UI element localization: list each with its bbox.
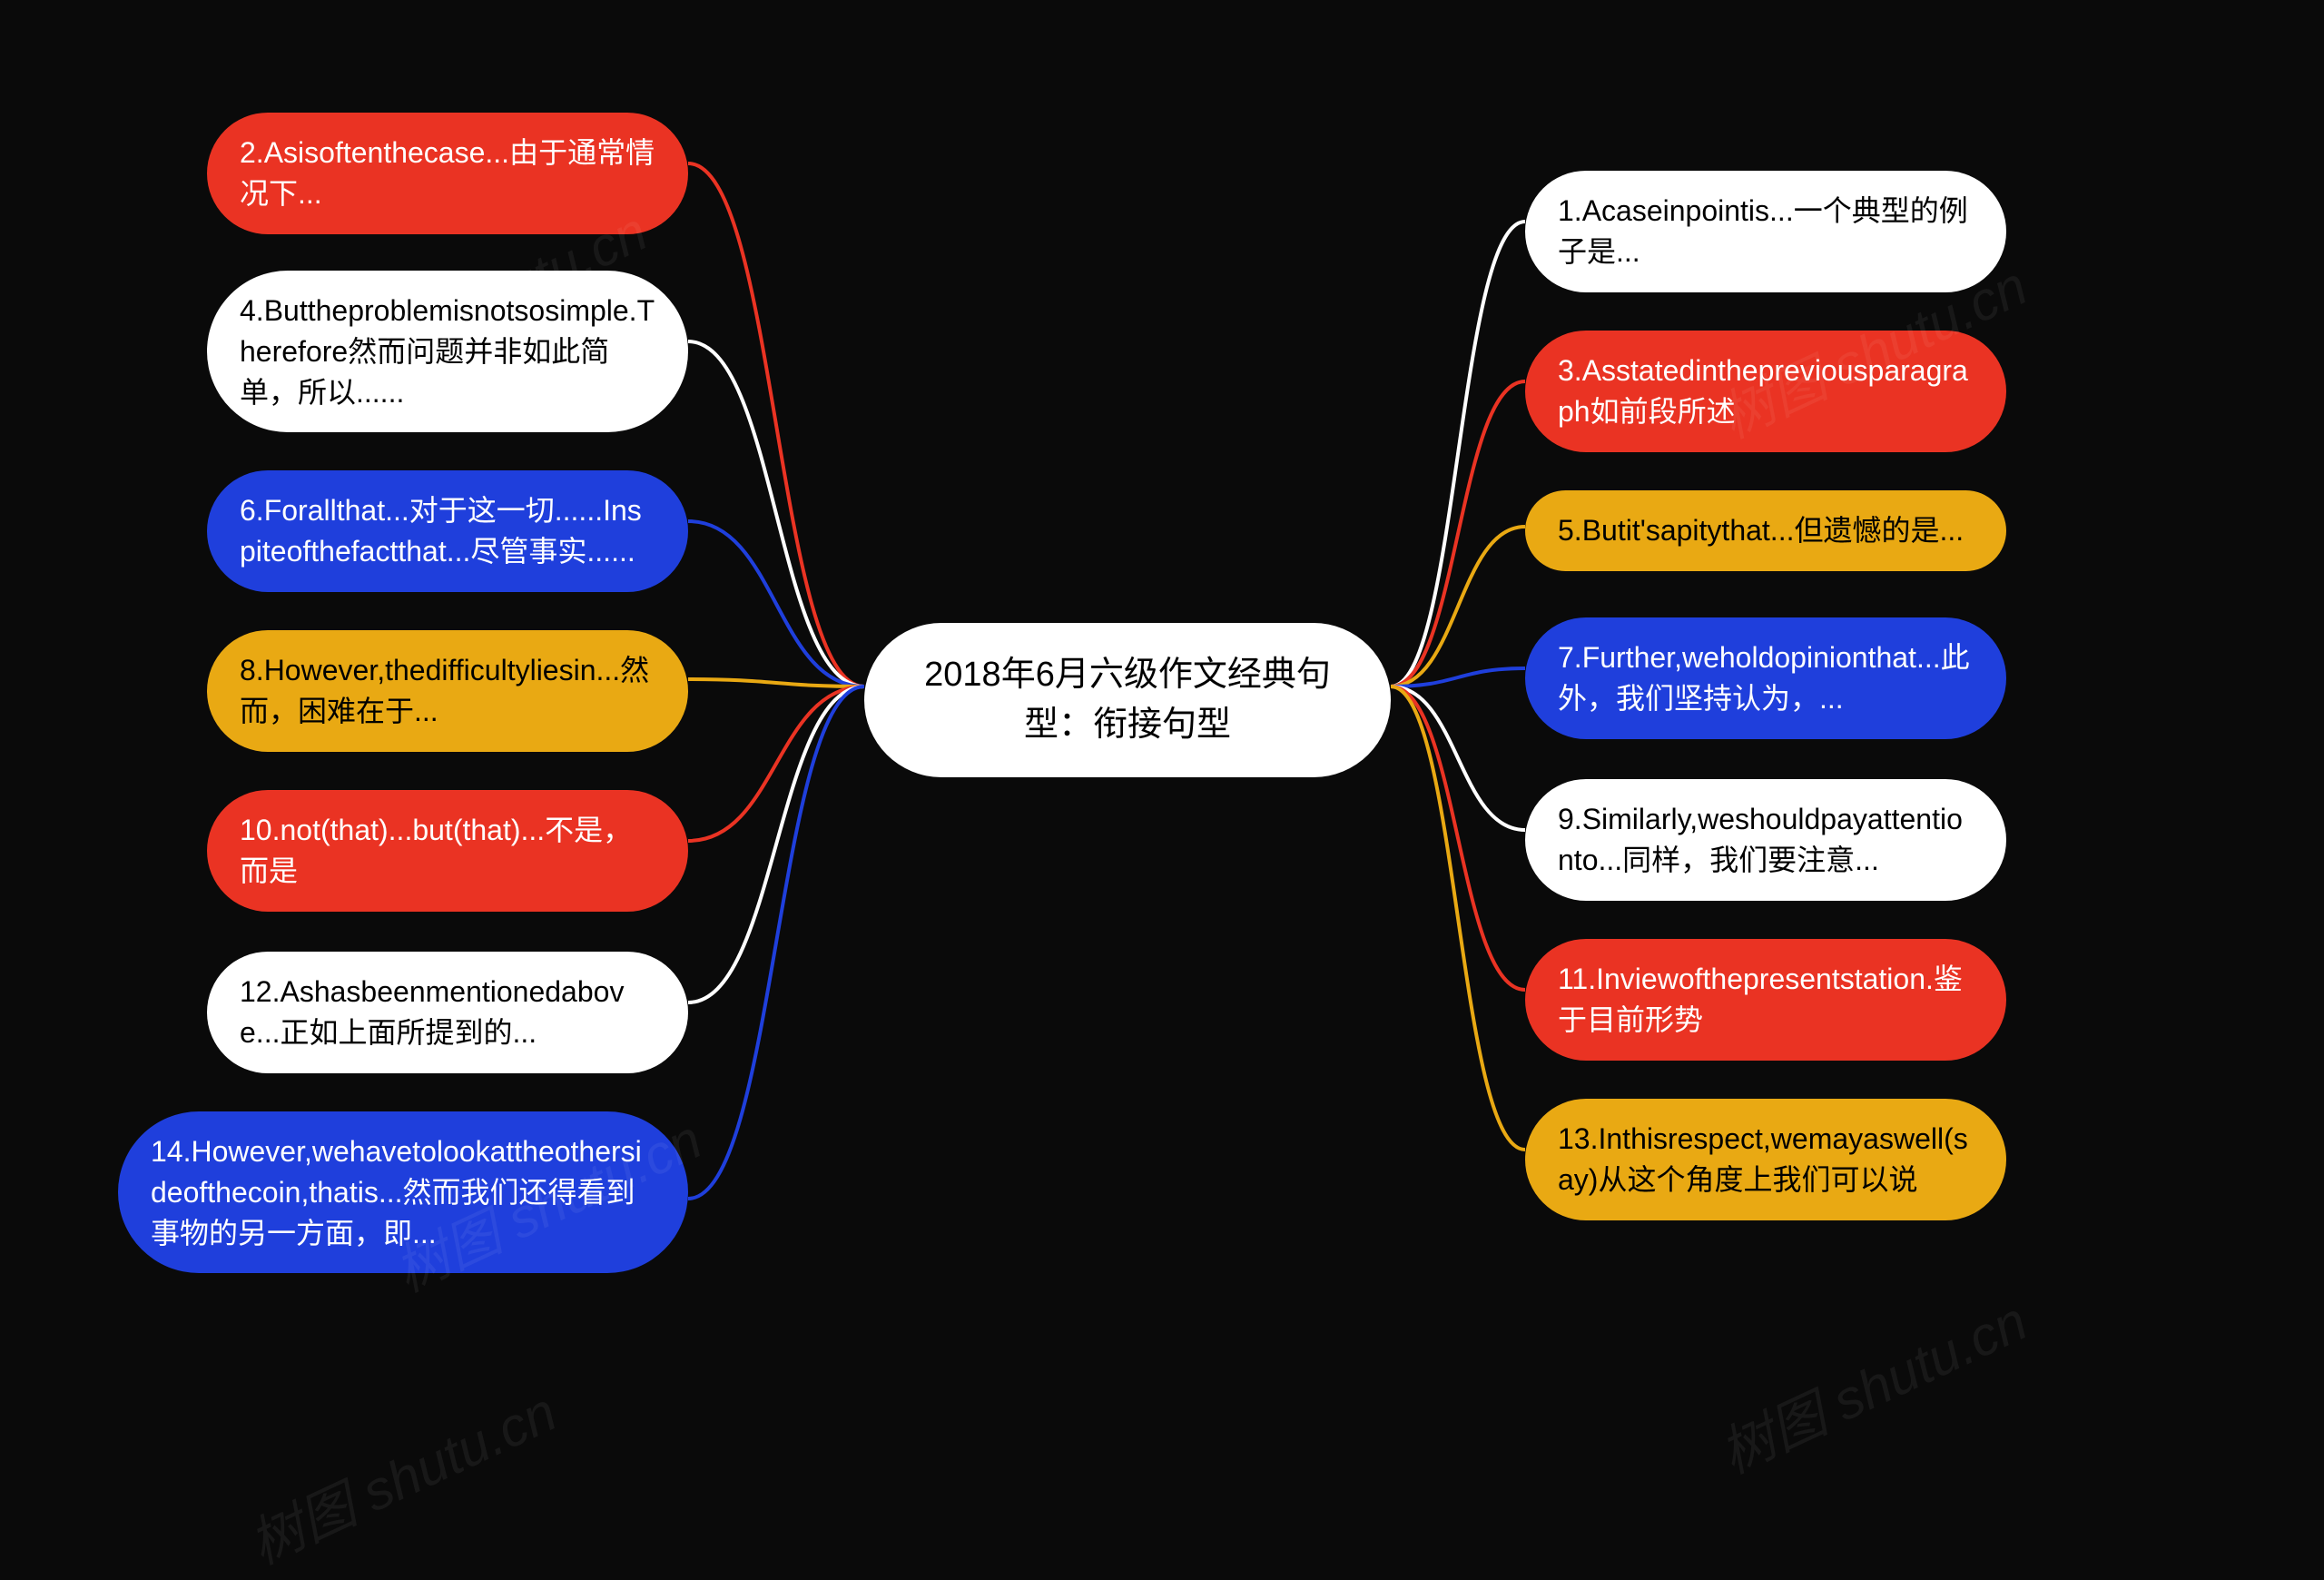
left-node-3[interactable]: 8.However,thedifficultyliesin...然而，困难在于.… [207,630,688,752]
left-node-0[interactable]: 2.Asisoftenthecase...由于通常情况下... [207,113,688,234]
right-node-2[interactable]: 5.Butit'sapitythat...但遗憾的是... [1525,490,2006,571]
left-node-6[interactable]: 14.However,wehavetolookattheothersideoft… [118,1111,688,1273]
node-label: 14.However,wehavetolookattheothersideoft… [151,1135,642,1249]
edge [688,686,864,841]
node-label: 7.Further,weholdopinionthat...此外，我们坚持认为，… [1558,641,1970,715]
node-label: 2.Asisoftenthecase...由于通常情况下... [240,136,655,210]
node-label: 9.Similarly,weshouldpayattentionto...同样，… [1558,803,1963,876]
edge [1391,527,1525,686]
node-label: 5.Butit'sapitythat...但遗憾的是... [1558,514,1964,547]
edge [688,686,864,1002]
edge [688,341,864,686]
edge [688,521,864,686]
edge [1391,222,1525,686]
edge [1391,686,1525,990]
center-label: 2018年6月六级作文经典句型：衔接句型 [924,656,1331,744]
right-node-0[interactable]: 1.Acaseinpointis...一个典型的例子是... [1525,171,2006,292]
right-node-6[interactable]: 13.Inthisrespect,wemayaswell(say)从这个角度上我… [1525,1099,2006,1220]
left-node-2[interactable]: 6.Forallthat...对于这一切......Inspiteofthefa… [207,470,688,592]
left-node-1[interactable]: 4.Buttheproblemisnotsosimple.Therefore然而… [207,271,688,432]
node-label: 3.Asstatedinthepreviousparagraph如前段所述 [1558,354,1968,428]
right-node-1[interactable]: 3.Asstatedinthepreviousparagraph如前段所述 [1525,331,2006,452]
right-node-4[interactable]: 9.Similarly,weshouldpayattentionto...同样，… [1525,779,2006,901]
node-label: 11.Inviewofthepresentstation.鉴于目前形势 [1558,963,1963,1036]
left-node-5[interactable]: 12.Ashasbeenmentionedabove...正如上面所提到的... [207,952,688,1073]
right-node-3[interactable]: 7.Further,weholdopinionthat...此外，我们坚持认为，… [1525,617,2006,739]
node-label: 8.However,thedifficultyliesin...然而，困难在于.… [240,654,649,727]
right-node-5[interactable]: 11.Inviewofthepresentstation.鉴于目前形势 [1525,939,2006,1061]
node-label: 13.Inthisrespect,wemayaswell(say)从这个角度上我… [1558,1122,1968,1196]
left-node-4[interactable]: 10.not(that)...but(that)...不是，而是 [207,790,688,912]
edge [688,163,864,686]
edge [1391,686,1525,830]
node-label: 1.Acaseinpointis...一个典型的例子是... [1558,194,1968,268]
node-label: 10.not(that)...but(that)...不是，而是 [240,814,632,887]
node-label: 6.Forallthat...对于这一切......Inspiteofthefa… [240,494,642,568]
node-label: 4.Buttheproblemisnotsosimple.Therefore然而… [240,294,655,409]
node-label: 12.Ashasbeenmentionedabove...正如上面所提到的... [240,975,624,1049]
center-node[interactable]: 2018年6月六级作文经典句型：衔接句型 [864,623,1391,777]
